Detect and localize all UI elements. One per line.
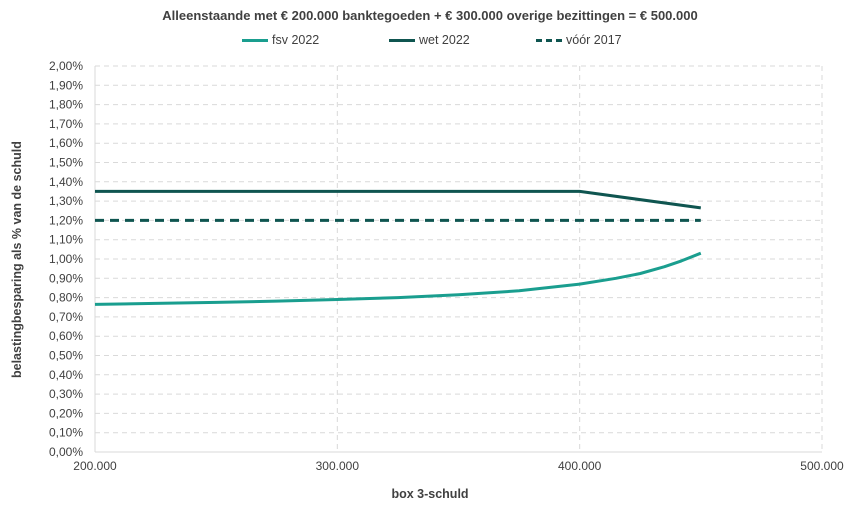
y-tick-label: 1,70% — [49, 117, 83, 131]
y-tick-label: 1,10% — [49, 233, 83, 247]
legend-item-voor-2017: vóór 2017 — [536, 33, 622, 47]
y-tick-label: 0,40% — [49, 368, 83, 382]
x-tick-label: 400.000 — [558, 459, 602, 473]
chart-title: Alleenstaande met € 200.000 banktegoeden… — [162, 8, 698, 23]
y-tick-label: 1,90% — [49, 78, 83, 92]
legend: fsv 2022 wet 2022 vóór 2017 — [0, 33, 860, 51]
legend-swatch-fsv-2022 — [242, 38, 268, 42]
y-tick-label: 0,00% — [49, 445, 83, 459]
legend-label-voor-2017: vóór 2017 — [566, 33, 622, 47]
y-tick-label: 1,50% — [49, 156, 83, 170]
y-tick-label: 1,60% — [49, 136, 83, 150]
y-tick-label: 2,00% — [49, 59, 83, 73]
series-layer — [94, 189, 702, 306]
y-tick-label: 0,70% — [49, 310, 83, 324]
y-tick-label: 0,80% — [49, 291, 83, 305]
y-tick-label: 0,10% — [49, 426, 83, 440]
legend-swatch-wet-2022 — [389, 38, 415, 42]
y-tick-label: 0,20% — [49, 406, 83, 420]
x-tick-label: 200.000 — [73, 459, 117, 473]
y-axis-label: belastingbesparing als % van de schuld — [10, 140, 24, 378]
legend-label-fsv-2022: fsv 2022 — [272, 33, 320, 47]
x-axis-label: box 3-schuld — [391, 487, 469, 501]
x-tick-label: 300.000 — [316, 459, 360, 473]
series-line-1 — [95, 189, 702, 210]
x-tick-label: 500.000 — [800, 459, 844, 473]
y-tick-label: 1,40% — [49, 175, 83, 189]
series-line-0 — [94, 251, 702, 306]
legend-item-wet-2022: wet 2022 — [389, 33, 470, 47]
y-tick-label: 1,00% — [49, 252, 83, 266]
y-tick-label: 0,50% — [49, 349, 83, 363]
y-tick-label: 1,20% — [49, 213, 83, 227]
grid-layer — [94, 65, 823, 453]
y-tick-label: 0,60% — [49, 329, 83, 343]
y-tick-label: 0,30% — [49, 387, 83, 401]
y-tick-label: 1,30% — [49, 194, 83, 208]
legend-label-wet-2022: wet 2022 — [419, 33, 470, 47]
tick-layer: 0,00% 0,10% 0,20% 0,30% 0,40% 0,50% 0,60% 0,70%… — [49, 59, 844, 473]
y-tick-label: 1,80% — [49, 98, 83, 112]
legend-swatch-voor-2017 — [536, 38, 562, 42]
legend-item-fsv-2022: fsv 2022 — [242, 33, 319, 47]
y-tick-label: 0,90% — [49, 271, 83, 285]
